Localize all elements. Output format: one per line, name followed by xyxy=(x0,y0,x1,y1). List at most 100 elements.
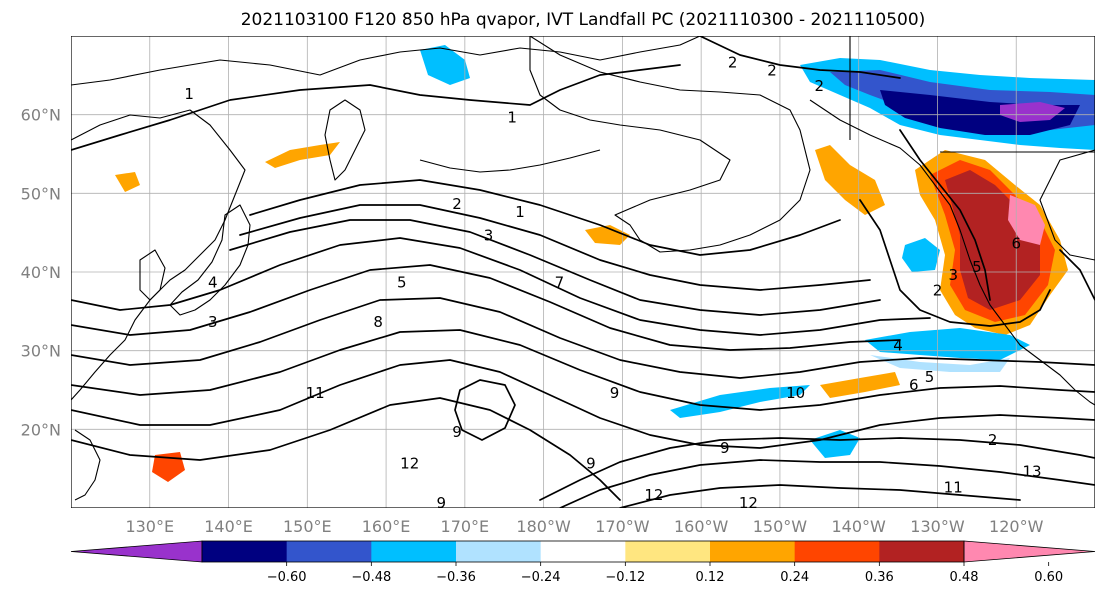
longitude-label: 140°W xyxy=(832,517,887,536)
colorbar-label: −0.12 xyxy=(605,570,645,585)
longitude-label: 140°E xyxy=(204,517,253,536)
longitude-label: 180°W xyxy=(516,517,571,536)
negative-anomaly-canada-core xyxy=(880,90,1080,135)
contour-line xyxy=(539,437,1095,501)
positive-anomaly-subtropical-east xyxy=(820,372,900,398)
contour-label: 5 xyxy=(925,368,935,386)
positive-anomaly-west-coast-max xyxy=(1008,195,1045,245)
contour-line xyxy=(619,484,1021,508)
contour-label: 2 xyxy=(815,77,825,95)
negative-anomaly-east-light xyxy=(870,355,1010,372)
positive-anomaly-sw xyxy=(152,452,185,482)
negative-anomaly-southeast xyxy=(810,430,860,458)
contour-line xyxy=(454,379,516,441)
contour-label: 11 xyxy=(944,478,963,496)
contour-label: 12 xyxy=(400,455,419,473)
qvapor-shading xyxy=(115,45,1095,482)
negative-anomaly-nw-pacific xyxy=(420,45,470,85)
contour-label: 2 xyxy=(988,431,998,449)
contour-line xyxy=(71,297,1095,379)
contour-label: 7 xyxy=(555,274,565,292)
colorbar-label: 0.60 xyxy=(1034,570,1063,585)
coastline-philippines xyxy=(74,429,101,501)
contour-line xyxy=(1059,249,1095,301)
graticule xyxy=(71,36,1095,508)
longitude-labels: 130°E 140°E 150°E 160°E 170°E 180°W 170°W 160°W… xyxy=(125,517,1043,536)
longitude-label: 160°W xyxy=(674,517,729,536)
contour-label: 9 xyxy=(720,439,730,457)
longitude-label: 160°E xyxy=(362,517,411,536)
colorbar: −0.60 −0.48 −0.36 −0.24 −0.12 0.12 0.24 0.36 0.4… xyxy=(70,540,1096,585)
contour-line xyxy=(559,459,1095,508)
contour-label: 13 xyxy=(1022,463,1041,481)
contour-line xyxy=(239,204,871,291)
contour-label: 8 xyxy=(373,313,383,331)
contour-label: 1 xyxy=(507,109,517,127)
contour-label: 9 xyxy=(610,384,620,402)
negative-anomaly-subtropical xyxy=(670,385,810,418)
contour-label: 6 xyxy=(909,376,919,394)
colorbar-frame xyxy=(201,540,965,563)
colorbar-label: −0.36 xyxy=(436,570,476,585)
contour-line xyxy=(71,329,1095,411)
contour-line xyxy=(699,36,901,79)
longitude-label: 130°E xyxy=(125,517,174,536)
colorbar-segment xyxy=(794,541,880,562)
contour-label: 11 xyxy=(306,384,325,402)
latitude-label: 40°N xyxy=(21,263,61,282)
contour-label: 3 xyxy=(484,227,494,245)
colorbar-segment xyxy=(456,541,542,562)
figure-title: 2021103100 F120 850 hPa qvapor, IVT Land… xyxy=(241,10,926,30)
coastline-asia xyxy=(71,36,701,401)
colorbar-label: 0.24 xyxy=(780,570,809,585)
longitude-label: 150°E xyxy=(283,517,332,536)
colorbar-extend-low xyxy=(70,540,203,563)
longitude-label: 130°W xyxy=(910,517,965,536)
colorbar-label: 0.48 xyxy=(950,570,979,585)
positive-anomaly-okhotsk xyxy=(265,142,340,168)
contour-label: 9 xyxy=(436,494,446,512)
contour-line xyxy=(71,237,931,336)
colorbar-label: 0.36 xyxy=(865,570,894,585)
latitude-label: 50°N xyxy=(21,184,61,203)
contour-line xyxy=(229,219,881,316)
colorbar-segment xyxy=(371,541,457,562)
colorbar-label: −0.60 xyxy=(267,570,307,585)
longitude-label: 150°W xyxy=(753,517,808,536)
contour-label: 5 xyxy=(397,274,407,292)
contour-label: 12 xyxy=(739,494,758,512)
contour-label: 3 xyxy=(208,313,218,331)
contour-label: 2 xyxy=(933,282,943,300)
colorbar-segment xyxy=(710,541,796,562)
contour-line xyxy=(71,397,621,501)
contour-label: 4 xyxy=(208,274,218,292)
contour-label: 12 xyxy=(644,486,663,504)
colorbar-segment xyxy=(202,541,288,562)
contour-label: 5 xyxy=(972,258,982,276)
positive-anomaly-central-pac xyxy=(585,225,630,245)
contour-label: 2 xyxy=(728,53,738,71)
contour-line xyxy=(249,179,841,256)
negative-anomaly-east xyxy=(865,328,1030,360)
contour-label: 3 xyxy=(948,266,958,284)
positive-anomaly-north-japan xyxy=(115,172,140,192)
longitude-label: 170°W xyxy=(595,517,650,536)
coastline-north-america xyxy=(809,99,1095,406)
contour-label: 9 xyxy=(452,423,462,441)
contour-line xyxy=(71,359,1095,449)
colorbar-segment xyxy=(540,541,626,562)
contour-line xyxy=(71,264,901,351)
contour-label: 2 xyxy=(767,61,777,79)
colorbar-label: −0.48 xyxy=(351,570,391,585)
longitude-label: 170°E xyxy=(441,517,490,536)
colorbar-segment xyxy=(625,541,711,562)
contour-label: 1 xyxy=(515,203,525,221)
colorbar-label: −0.24 xyxy=(521,570,561,585)
latitude-label: 20°N xyxy=(21,420,61,439)
contour-label: 1 xyxy=(184,85,194,103)
coastline-kamchatka xyxy=(324,99,366,181)
contour-label: 9 xyxy=(586,455,596,473)
